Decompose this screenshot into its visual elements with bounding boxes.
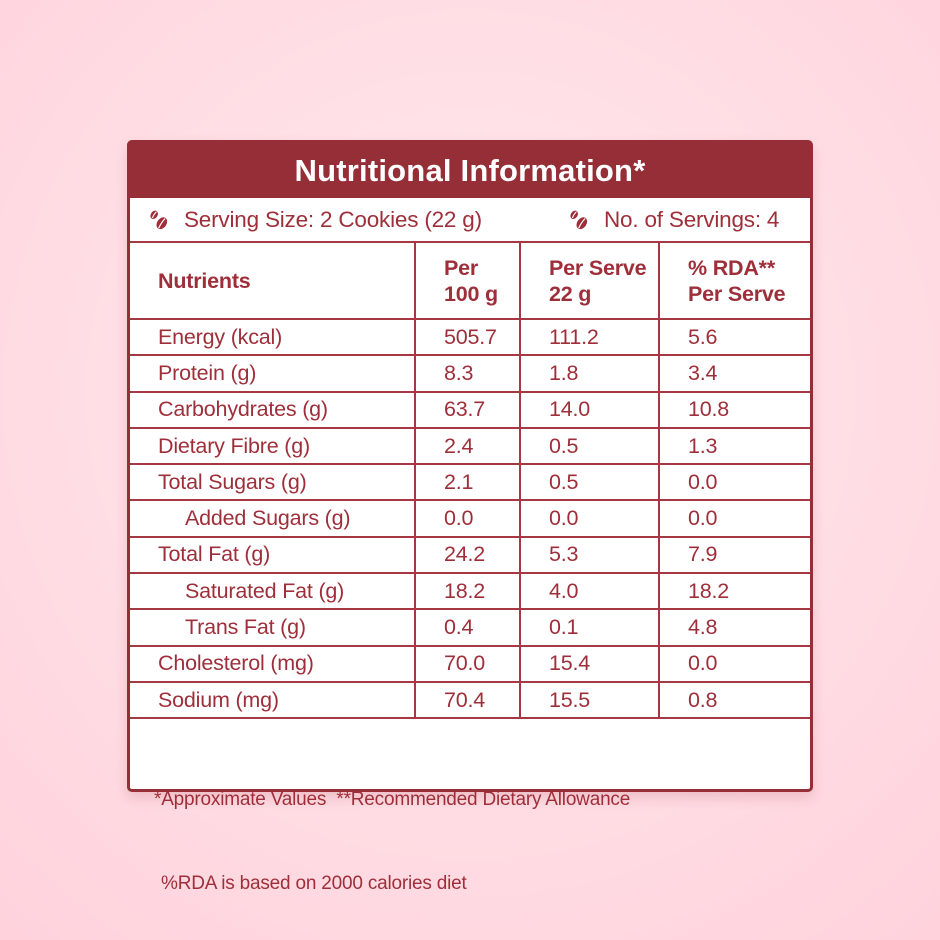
value-per-100g: 18.2 bbox=[415, 573, 521, 611]
value-per-100g: 24.2 bbox=[415, 536, 521, 575]
value-rda-per-serve: 1.3 bbox=[659, 427, 810, 466]
value-per-100g: 505.7 bbox=[415, 319, 521, 357]
value-per-serve: 0.5 bbox=[520, 427, 660, 466]
value-rda-per-serve: 0.0 bbox=[659, 500, 810, 538]
table-row: Cholesterol (mg) 70.0 15.4 0.0 bbox=[130, 645, 810, 683]
nutrient-name: Cholesterol (mg) bbox=[130, 645, 416, 683]
servings-count: No. of Servings: 4 bbox=[567, 207, 779, 233]
value-rda-per-serve: 0.0 bbox=[659, 645, 810, 683]
nutrient-name: Dietary Fibre (g) bbox=[130, 427, 416, 466]
nutrient-name: Added Sugars (g) bbox=[130, 500, 416, 538]
value-rda-per-serve: 0.8 bbox=[659, 681, 810, 720]
panel-title: Nutritional Information* bbox=[130, 143, 810, 198]
value-rda-per-serve: 0.0 bbox=[659, 464, 810, 502]
value-rda-per-serve: 10.8 bbox=[659, 391, 810, 429]
value-per-100g: 70.4 bbox=[415, 681, 521, 720]
value-rda-per-serve: 3.4 bbox=[659, 355, 810, 393]
nutrient-name: Energy (kcal) bbox=[130, 319, 416, 357]
value-rda-per-serve: 18.2 bbox=[659, 573, 810, 611]
nutrition-panel: Nutritional Information* Serving Size: 2… bbox=[127, 140, 813, 894]
serving-size: Serving Size: 2 Cookies (22 g) bbox=[147, 207, 567, 233]
value-per-serve: 1.8 bbox=[520, 355, 660, 393]
table-header-row: Nutrients Per 100 g Per Serve 22 g % RDA… bbox=[130, 243, 810, 320]
nutrient-name: Carbohydrates (g) bbox=[130, 391, 416, 429]
table-row: Saturated Fat (g) 18.2 4.0 18.2 bbox=[130, 573, 810, 611]
value-per-serve: 14.0 bbox=[520, 391, 660, 429]
coffee-bean-icon bbox=[147, 208, 171, 232]
value-per-100g: 63.7 bbox=[415, 391, 521, 429]
value-per-serve: 0.1 bbox=[520, 609, 660, 647]
nutrient-name: Trans Fat (g) bbox=[130, 609, 416, 647]
servings-count-label: No. of Servings: 4 bbox=[604, 206, 780, 232]
column-header-per-serve: Per Serve 22 g bbox=[520, 243, 660, 320]
serving-info-row: Serving Size: 2 Cookies (22 g) No. of Se… bbox=[130, 198, 810, 243]
nutrient-name: Total Sugars (g) bbox=[130, 464, 416, 502]
column-header-rda-per-serve: % RDA** Per Serve bbox=[659, 243, 810, 320]
column-header-per-100g: Per 100 g bbox=[415, 243, 521, 320]
column-header-nutrients: Nutrients bbox=[130, 243, 416, 320]
table-row: Protein (g) 8.3 1.8 3.4 bbox=[130, 355, 810, 393]
value-per-serve: 0.0 bbox=[520, 500, 660, 538]
value-per-serve: 5.3 bbox=[520, 536, 660, 575]
serving-size-label: Serving Size: 2 Cookies (22 g) bbox=[184, 206, 482, 232]
value-per-serve: 4.0 bbox=[520, 573, 660, 611]
value-per-100g: 0.4 bbox=[415, 609, 521, 647]
table-row: Carbohydrates (g) 63.7 14.0 10.8 bbox=[130, 391, 810, 429]
value-per-100g: 2.4 bbox=[415, 427, 521, 466]
value-rda-per-serve: 5.6 bbox=[659, 319, 810, 357]
value-per-serve: 15.4 bbox=[520, 645, 660, 683]
footnotes: *Approximate Values **Recommended Dietar… bbox=[130, 719, 810, 940]
table-row: Added Sugars (g) 0.0 0.0 0.0 bbox=[130, 500, 810, 538]
table-row: Energy (kcal) 505.7 111.2 5.6 bbox=[130, 319, 810, 357]
nutrient-name: Saturated Fat (g) bbox=[130, 573, 416, 611]
value-per-serve: 15.5 bbox=[520, 681, 660, 720]
value-per-100g: 70.0 bbox=[415, 645, 521, 683]
footnote-line-1: *Approximate Values **Recommended Dietar… bbox=[154, 789, 631, 811]
table-row: Total Fat (g) 24.2 5.3 7.9 bbox=[130, 536, 810, 575]
footnote-line-2: %RDA is based on 2000 calories diet bbox=[161, 873, 467, 895]
value-per-serve: 111.2 bbox=[520, 319, 660, 357]
table-row: Dietary Fibre (g) 2.4 0.5 1.3 bbox=[130, 427, 810, 466]
value-rda-per-serve: 7.9 bbox=[659, 536, 810, 575]
nutrient-name: Protein (g) bbox=[130, 355, 416, 393]
nutrient-name: Sodium (mg) bbox=[130, 681, 416, 720]
value-per-100g: 0.0 bbox=[415, 500, 521, 538]
nutrition-table: Nutrients Per 100 g Per Serve 22 g % RDA… bbox=[130, 243, 810, 720]
table-row: Sodium (mg) 70.4 15.5 0.8 bbox=[130, 681, 810, 720]
value-per-serve: 0.5 bbox=[520, 464, 660, 502]
value-per-100g: 8.3 bbox=[415, 355, 521, 393]
value-per-100g: 2.1 bbox=[415, 464, 521, 502]
coffee-bean-icon bbox=[567, 208, 591, 232]
table-row: Total Sugars (g) 2.1 0.5 0.0 bbox=[130, 464, 810, 502]
nutrient-name: Total Fat (g) bbox=[130, 536, 416, 575]
table-row: Trans Fat (g) 0.4 0.1 4.8 bbox=[130, 609, 810, 647]
value-rda-per-serve: 4.8 bbox=[659, 609, 810, 647]
